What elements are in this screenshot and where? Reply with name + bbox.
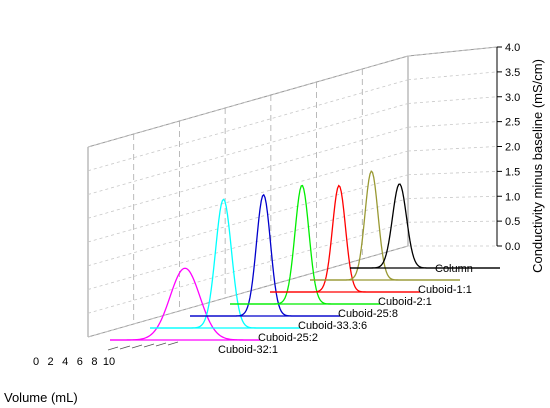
y-tick-label: 2.5 [505, 117, 520, 129]
grid-line-back [87, 55, 409, 148]
x-tick-label: 2 [48, 356, 54, 368]
series-label: Cuboid-25:8 [338, 308, 398, 320]
grid-line-side [407, 71, 498, 81]
series-line [190, 193, 340, 317]
x-depth-tick [131, 344, 143, 349]
x-tick-label: 10 [103, 356, 115, 368]
x-depth-tick [155, 342, 167, 347]
grid-line-side [407, 121, 498, 128]
grid-line-back [87, 174, 409, 267]
series-label: Cuboid-2:1 [378, 296, 432, 308]
grid-line-side [407, 46, 498, 57]
grid-line-back [87, 103, 409, 195]
grid-line-side [407, 220, 498, 223]
chart-axes: 0.0 0.5 1.0 1.5 2.0 2.5 3.0 3.5 4.0 0 2 4 6 8 10 [33, 42, 520, 368]
series-label: Cuboid-1:1 [418, 284, 472, 296]
x-depth-tick [143, 343, 155, 348]
grid-line-side [407, 146, 498, 152]
grid-line-side [407, 195, 498, 199]
y-tick-label: 0.5 [505, 216, 520, 228]
grid-line-back [87, 245, 409, 338]
grid-line-back [87, 198, 409, 290]
y-tick-label: 4.0 [505, 42, 520, 54]
x-tick-label: 8 [91, 356, 97, 368]
y-tick-label: 1.5 [505, 166, 520, 178]
series-line [230, 184, 380, 305]
grid-line-side [407, 96, 498, 104]
y-tick-label: 3.5 [505, 67, 520, 79]
y-tick-label: 0.0 [505, 241, 520, 253]
x-tick-label: 6 [77, 356, 83, 368]
y-tick-label: 2.0 [505, 142, 520, 154]
grid-line-side [407, 170, 498, 176]
x-axis-title: Volume (mL) [4, 390, 78, 405]
y-axis-title: Conductivity minus baseline (mS/cm) [530, 59, 545, 273]
x-depth-tick [167, 341, 179, 346]
grid-line-back [87, 79, 409, 172]
series-group: Cuboid-32:1Cuboid-25:2Cuboid-33.3:6Cuboi… [110, 170, 500, 356]
series-label: Cuboid-32:1 [218, 344, 278, 356]
series-label: Cuboid-25:2 [258, 332, 318, 344]
x-depth-tick [107, 346, 119, 351]
series-label: Column [435, 263, 473, 275]
grid-line-back [87, 221, 409, 314]
grid-line-back [87, 150, 409, 243]
series-label: Cuboid-33.3:6 [298, 320, 367, 332]
x-tick-label: 4 [62, 356, 68, 368]
series-line [350, 183, 500, 269]
x-depth-tick [119, 345, 131, 350]
x-tick-label: 0 [33, 356, 39, 368]
y-tick-label: 1.0 [505, 191, 520, 203]
series-line [270, 184, 420, 293]
y-tick-label: 3.0 [505, 92, 520, 104]
grid-line-back [87, 126, 409, 219]
